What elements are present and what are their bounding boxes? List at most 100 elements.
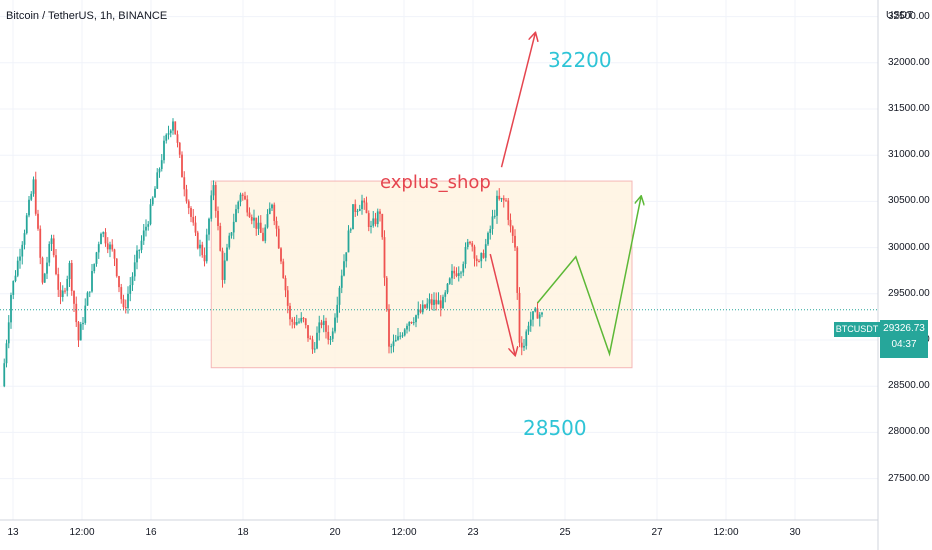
price-tick-label: 32500.00	[888, 10, 930, 22]
candle-body	[439, 300, 442, 309]
time-tick-label: 23	[467, 527, 479, 538]
candle-body	[295, 322, 298, 325]
candle-body	[293, 321, 296, 325]
candle-body	[327, 331, 330, 340]
candle-body	[520, 342, 523, 348]
candle-body	[122, 299, 125, 308]
candle-body	[232, 221, 235, 233]
target-down-arrow	[489, 253, 515, 355]
candle-body	[347, 230, 350, 253]
candle-body	[93, 263, 96, 272]
candle-body	[302, 317, 305, 319]
candle-body	[300, 317, 303, 322]
candle-body	[250, 217, 253, 221]
candle-body	[154, 188, 156, 198]
candle-body	[158, 168, 161, 173]
candle-body	[277, 228, 280, 249]
candle-body	[226, 247, 228, 261]
candle-body	[113, 249, 116, 259]
candle-body	[433, 299, 435, 305]
candle-body	[329, 338, 332, 340]
candle-body	[136, 250, 138, 263]
candle-body	[52, 238, 55, 256]
time-tick-label: 12:00	[69, 527, 95, 538]
candle-body	[120, 287, 123, 300]
candle-body	[532, 311, 534, 320]
candle-body	[381, 213, 384, 238]
price-tick-label: 28000.00	[888, 426, 930, 438]
candle-body	[118, 276, 120, 288]
candle-body	[397, 336, 399, 340]
candle-body	[244, 195, 246, 200]
price-tick-label: 31000.00	[888, 149, 930, 161]
candle-body	[55, 255, 57, 275]
candle-body	[500, 198, 503, 200]
candle-body	[12, 280, 15, 295]
candle-body	[37, 213, 39, 229]
candle-body	[210, 195, 213, 219]
candle-body	[183, 177, 186, 190]
price-tick-label: 32000.00	[888, 56, 930, 68]
candle-body	[475, 258, 478, 262]
candle-body	[401, 335, 404, 337]
candle-body	[457, 273, 460, 276]
candle-body	[163, 140, 165, 161]
time-tick-label: 13	[7, 527, 19, 538]
candle-body	[14, 275, 17, 281]
candle-body	[259, 222, 262, 233]
candle-body	[493, 215, 496, 217]
candle-body	[268, 208, 271, 215]
time-tick-label: 12:00	[391, 527, 417, 538]
candle-body	[496, 195, 498, 216]
candle-body	[489, 228, 492, 233]
candle-body	[525, 331, 528, 346]
candle-body	[370, 225, 372, 227]
candle-body	[203, 255, 206, 262]
target-down-label: 28500	[523, 416, 587, 440]
candle-body	[374, 218, 377, 225]
candle-body	[275, 220, 278, 229]
candle-body	[23, 233, 26, 245]
candle-body	[228, 235, 231, 248]
candle-body	[19, 256, 21, 261]
price-tick-label: 31500.00	[888, 103, 930, 114]
candle-body	[169, 130, 172, 134]
candle-body	[25, 215, 28, 234]
candle-body	[97, 244, 100, 253]
candle-body	[50, 238, 53, 245]
candle-body	[318, 322, 321, 333]
candle-body	[464, 247, 467, 265]
candle-body	[340, 275, 343, 288]
candle-body	[383, 237, 386, 278]
brand-watermark-label: explus_shop	[380, 172, 491, 193]
candle-body	[453, 270, 456, 274]
candle-body	[514, 235, 516, 248]
candle-body	[408, 322, 411, 326]
candle-body	[64, 290, 66, 292]
target-up-arrow	[500, 33, 536, 168]
candle-body	[304, 318, 307, 326]
candle-body	[363, 200, 366, 203]
candle-body	[140, 240, 143, 250]
candle-body	[536, 308, 539, 319]
candle-body	[115, 258, 118, 277]
candle-body	[446, 283, 449, 293]
candle-body	[70, 263, 73, 291]
candle-body	[309, 338, 312, 340]
candle-body	[527, 325, 530, 332]
candle-body	[239, 194, 242, 202]
candle-body	[129, 285, 132, 294]
candle-body	[127, 293, 129, 308]
candle-body	[538, 314, 541, 319]
candle-body	[334, 317, 336, 332]
candle-body	[156, 172, 159, 189]
candle-body	[104, 232, 107, 244]
candle-body	[322, 320, 325, 326]
candle-body	[61, 290, 64, 297]
candle-body	[394, 339, 397, 342]
candle-body	[160, 160, 163, 169]
candle-body	[82, 322, 84, 325]
candle-body	[435, 299, 438, 305]
candle-body	[390, 346, 393, 348]
